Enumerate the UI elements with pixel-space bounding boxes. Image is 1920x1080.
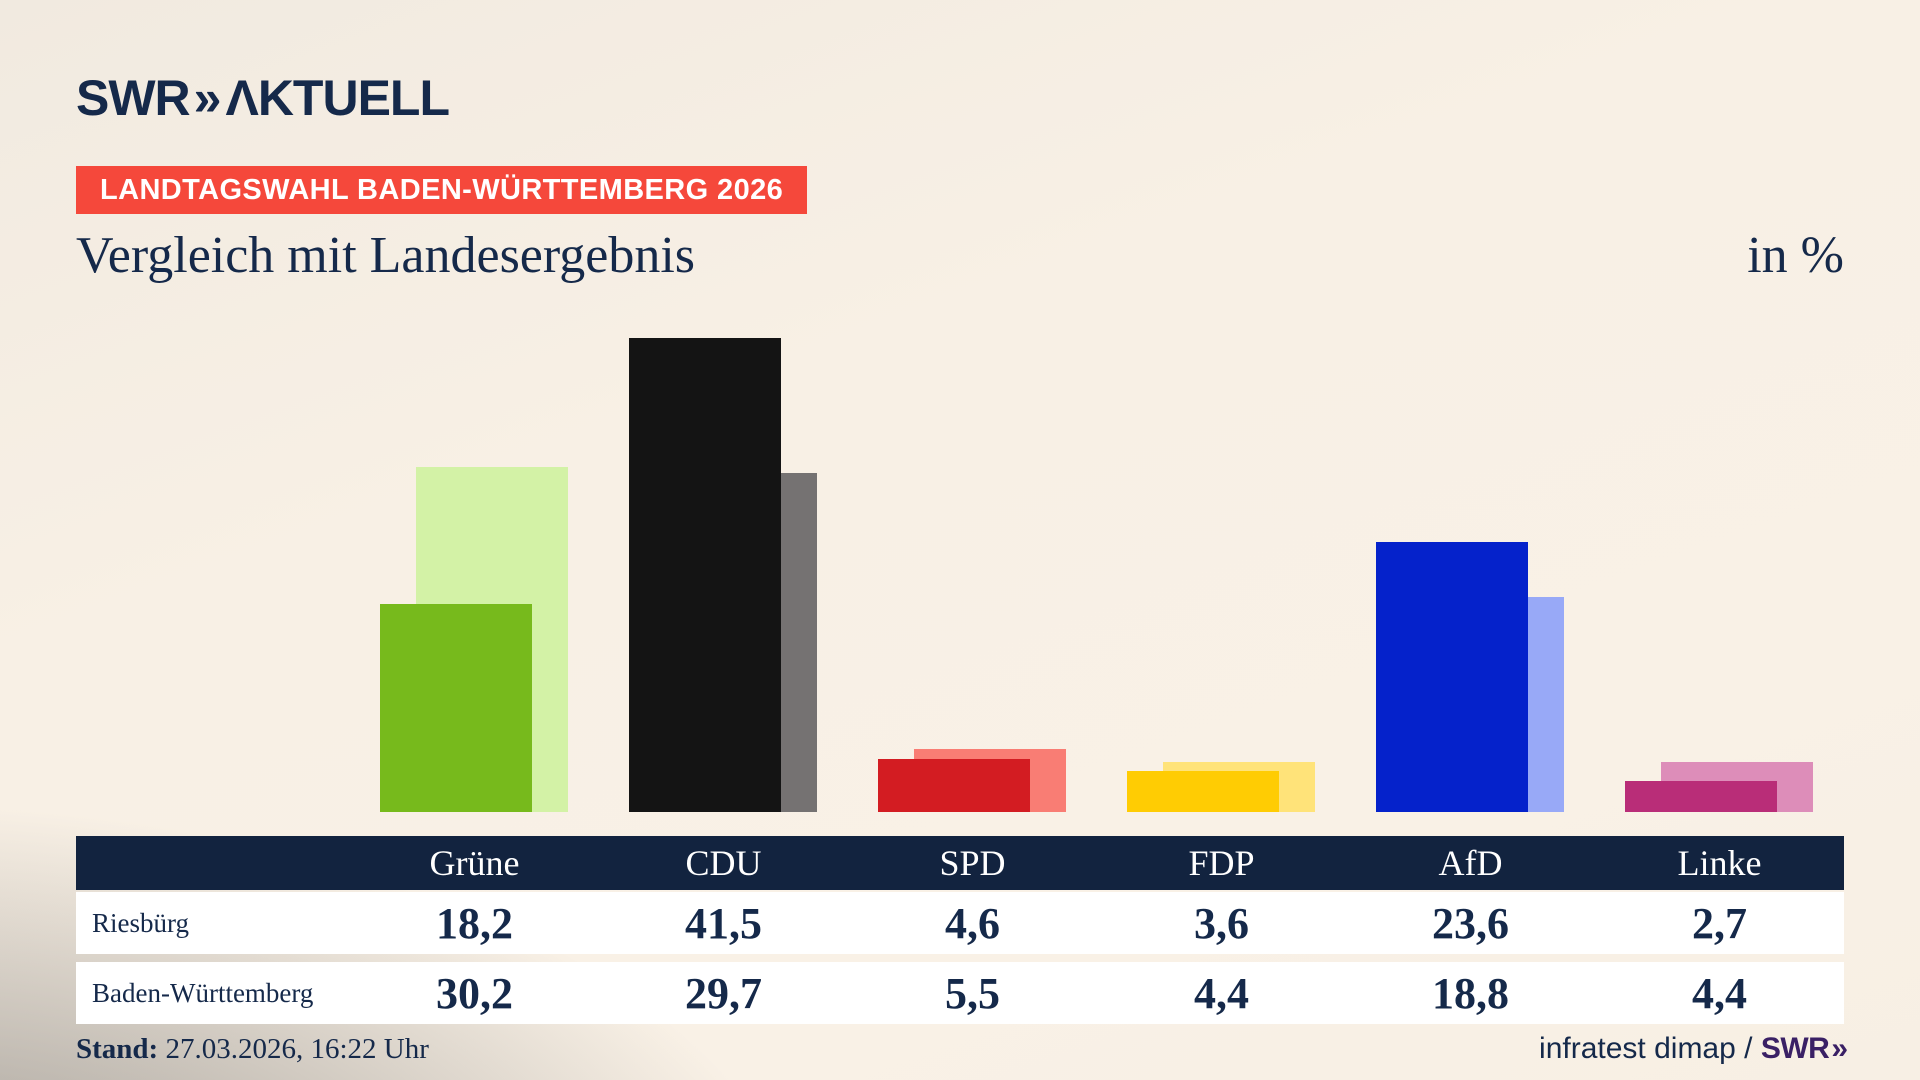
bar-group-linke bbox=[1624, 300, 1813, 812]
logo-aktuell-text: ΛKTUELL bbox=[225, 70, 450, 126]
results-table: Grüne CDU SPD FDP AfD Linke Riesbürg 18,2 41,5 4,… bbox=[76, 836, 1844, 1024]
swr-aktuell-logo: SWR» ΛKTUELL bbox=[76, 70, 450, 126]
bar-group-fdp bbox=[1126, 300, 1315, 812]
table-row-baden-wuerttemberg: Baden-Württemberg 30,2 29,7 5,5 4,4 18,8 4,4 bbox=[76, 962, 1844, 1024]
timestamp-value: 27.03.2026, 16:22 Uhr bbox=[158, 1032, 429, 1065]
source-text: infratest dimap / bbox=[1539, 1032, 1761, 1065]
value-spd-riesbuerg: 4,6 bbox=[945, 898, 1000, 948]
source-swr-text: SWR bbox=[1760, 1032, 1830, 1065]
chart-title: Vergleich mit Landesergebnis bbox=[76, 227, 696, 284]
logo-swr-text: SWR bbox=[76, 70, 191, 126]
value-linke-riesbuerg: 2,7 bbox=[1692, 898, 1747, 948]
source-credit: infratest dimap / SWR» bbox=[1539, 1032, 1848, 1066]
value-fdp-riesbuerg: 3,6 bbox=[1194, 898, 1249, 948]
value-gruene-riesbuerg: 18,2 bbox=[436, 898, 513, 948]
footer: Stand: 27.03.2026, 16:22 Uhr infratest d… bbox=[76, 1026, 1848, 1072]
timestamp-label: Stand: bbox=[76, 1032, 159, 1065]
bar-afd-riesbuerg bbox=[1375, 542, 1528, 812]
bar-group-gruene bbox=[379, 300, 568, 812]
column-header-fdp: FDP bbox=[1188, 843, 1255, 883]
timestamp: Stand: 27.03.2026, 16:22 Uhr bbox=[76, 1033, 429, 1066]
bar-group-afd bbox=[1375, 300, 1564, 812]
source-swr-chevrons-icon: » bbox=[1831, 1032, 1848, 1065]
source-swr-logo: SWR» bbox=[1760, 1032, 1848, 1065]
column-header-gruene: Grüne bbox=[429, 843, 520, 883]
value-spd-baden-wuerttemberg: 5,5 bbox=[945, 968, 1000, 1018]
table-row-riesbuerg: Riesbürg 18,2 41,5 4,6 3,6 23,6 2,7 bbox=[76, 892, 1844, 954]
title-row: Vergleich mit Landesergebnis in % bbox=[76, 226, 1844, 285]
column-header-cdu: CDU bbox=[685, 843, 762, 883]
bar-chart bbox=[76, 300, 1844, 812]
column-header-spd: SPD bbox=[939, 843, 1006, 883]
value-fdp-baden-wuerttemberg: 4,4 bbox=[1194, 968, 1249, 1018]
row-label-riesbuerg: Riesbürg bbox=[92, 907, 190, 938]
bar-fdp-riesbuerg bbox=[1126, 771, 1279, 812]
value-afd-riesbuerg: 23,6 bbox=[1432, 898, 1509, 948]
unit-label: in % bbox=[1747, 227, 1844, 284]
row-label-baden-wuerttemberg: Baden-Württemberg bbox=[92, 977, 314, 1008]
column-header-linke: Linke bbox=[1677, 843, 1762, 883]
bar-cdu-riesbuerg bbox=[628, 338, 781, 812]
value-cdu-riesbuerg: 41,5 bbox=[685, 898, 762, 948]
column-header-afd: AfD bbox=[1438, 843, 1503, 883]
value-gruene-baden-wuerttemberg: 30,2 bbox=[436, 968, 513, 1018]
election-badge: LANDTAGSWAHL BADEN-WÜRTTEMBERG 2026 bbox=[76, 166, 808, 214]
table-header-row: Grüne CDU SPD FDP AfD Linke bbox=[76, 836, 1844, 890]
value-afd-baden-wuerttemberg: 18,8 bbox=[1432, 968, 1509, 1018]
bar-spd-riesbuerg bbox=[877, 759, 1030, 812]
bar-gruene-riesbuerg bbox=[379, 604, 532, 812]
value-cdu-baden-wuerttemberg: 29,7 bbox=[685, 968, 762, 1018]
bar-group-spd bbox=[877, 300, 1066, 812]
logo-chevrons-icon: » bbox=[193, 70, 222, 126]
bar-linke-riesbuerg bbox=[1624, 781, 1777, 812]
value-linke-baden-wuerttemberg: 4,4 bbox=[1692, 968, 1747, 1018]
bar-group-cdu bbox=[628, 300, 817, 812]
